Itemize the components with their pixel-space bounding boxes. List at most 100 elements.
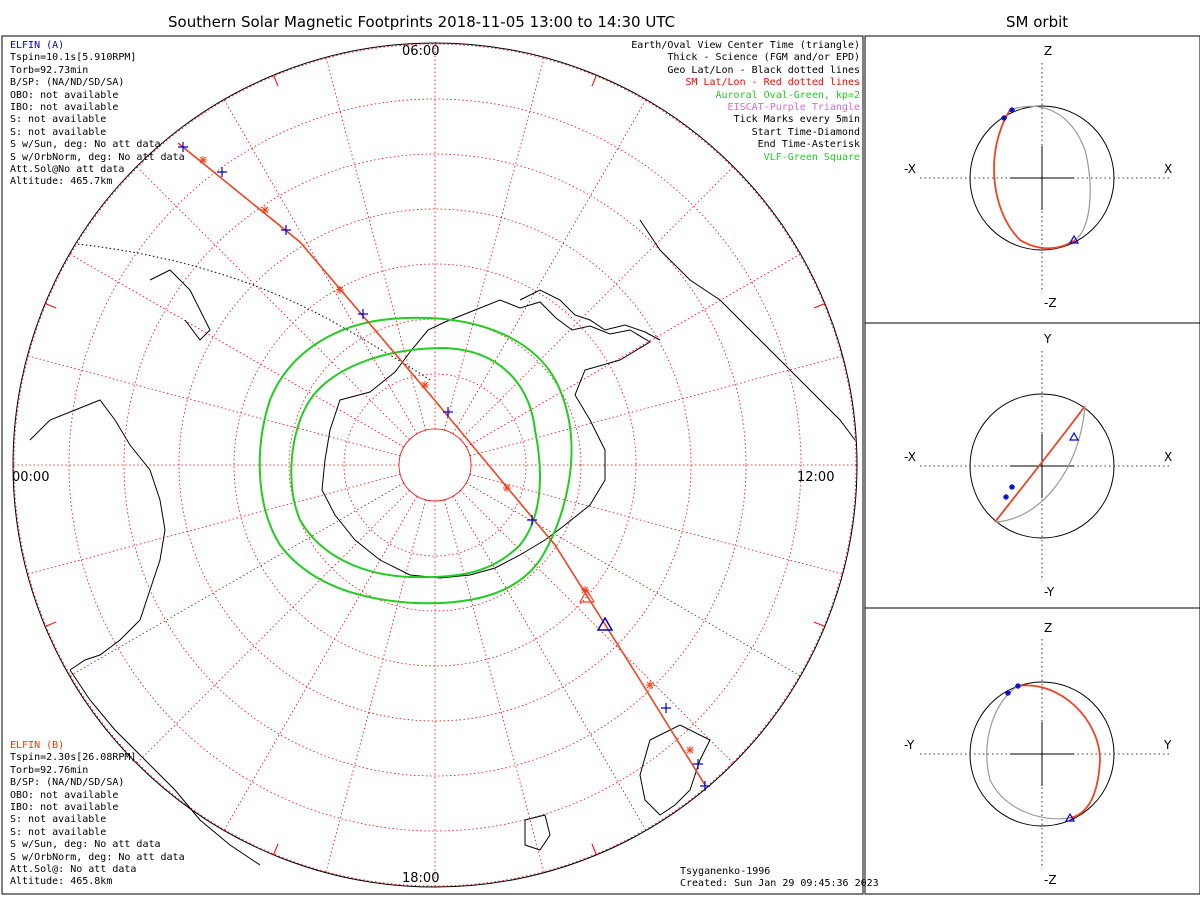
island-coast bbox=[524, 814, 551, 851]
orbit-view-triangle bbox=[1068, 431, 1080, 441]
page-title: Southern Solar Magnetic Footprints 2018-… bbox=[168, 13, 676, 31]
orbit1-bottom-label: -Z bbox=[1044, 296, 1057, 310]
legend-item: Earth/Oval View Center Time (triangle) bbox=[631, 40, 860, 51]
sm-lon-line bbox=[27, 355, 401, 457]
elfin-b-line: Tspin=2.30s[26.08RPM] bbox=[10, 752, 137, 764]
elfin-b-line: S: not available bbox=[10, 814, 107, 826]
model-label: Tsyganenko-1996 bbox=[680, 866, 771, 877]
sm-lon-line bbox=[69, 482, 405, 677]
tick-mark-b bbox=[503, 484, 511, 492]
elfin-b-line: Altitude: 465.8km bbox=[10, 876, 113, 888]
sm-lon-line bbox=[223, 495, 418, 831]
sm-lon-line bbox=[443, 57, 545, 431]
elfin-a-line: B/SP: (NA/ND/SD/SA) bbox=[10, 77, 125, 89]
tick-mark-b bbox=[421, 381, 429, 389]
orbit3-top-label: Z bbox=[1044, 621, 1053, 635]
orbit-start-marker bbox=[1009, 484, 1015, 490]
new-zealand-coast bbox=[149, 269, 211, 341]
orbit1-left-label: -X bbox=[904, 162, 916, 176]
south-america-coast bbox=[639, 219, 856, 441]
legend-item: Thick - Science (FGM and/or EPD) bbox=[667, 52, 860, 64]
antarctica-coast bbox=[321, 299, 651, 579]
elfin-a-line: Torb=92.73min bbox=[10, 64, 89, 76]
sm-lon-line bbox=[460, 166, 734, 440]
sm-lat-circle bbox=[68, 98, 802, 832]
elfin-a-info: ELFIN (A) Tspin=10.1s[5.910RPM] Torb=92.… bbox=[10, 40, 185, 189]
tick-mark-b bbox=[646, 681, 654, 689]
tick-mark-a bbox=[281, 225, 291, 235]
elfin-b-line: Torb=92.76min bbox=[10, 764, 89, 776]
elfin-a-line: Altitude: 465.7km bbox=[10, 176, 113, 188]
sm-lon-line bbox=[136, 490, 410, 764]
elfin-a-line: S w/OrbNorm, deg: No att data bbox=[10, 151, 185, 163]
legend-item: SM Lat/Lon - Red dotted lines bbox=[685, 77, 860, 89]
polar-map bbox=[12, 42, 858, 888]
perimeter-tick bbox=[273, 74, 279, 87]
elfin-a-line: Att.Sol@No att data bbox=[10, 163, 125, 175]
sm-lon-line bbox=[460, 490, 734, 764]
sm-lon-line bbox=[452, 99, 647, 435]
sm-lon-line bbox=[27, 473, 401, 575]
orbit1-right-label: X bbox=[1164, 162, 1173, 176]
orbit3-right-label: Y bbox=[1164, 738, 1172, 752]
sm-lon-line bbox=[136, 166, 410, 440]
sm-lon-line bbox=[469, 473, 843, 575]
perimeter-tick bbox=[813, 621, 826, 627]
tick-mark-b bbox=[686, 746, 694, 754]
elfin-a-line: OBO: not available bbox=[10, 89, 119, 101]
legend-item: EISCAT-Purple Triangle bbox=[727, 101, 860, 113]
orbit2-right-label: X bbox=[1164, 450, 1173, 464]
elfin-b-line: S w/OrbNorm, deg: No att data bbox=[10, 851, 185, 863]
sm-lon-line bbox=[325, 57, 427, 431]
perimeter-tick bbox=[591, 74, 597, 87]
elfin-a-line: S w/Sun, deg: No att data bbox=[10, 139, 161, 151]
elfin-a-line: IBO: not available bbox=[10, 101, 119, 113]
geo-lat-line bbox=[29, 239, 431, 381]
sm-grid bbox=[13, 43, 857, 887]
tick-mark-a bbox=[527, 515, 537, 525]
elfin-b-line: IBO: not available bbox=[10, 801, 119, 813]
elfin-b-line: S w/Sun, deg: No att data bbox=[10, 839, 161, 851]
sm-lat-circle bbox=[398, 428, 472, 502]
elfin-b-line: B/SP: (NA/ND/SD/SA) bbox=[10, 777, 125, 789]
tick-mark-a bbox=[661, 703, 671, 713]
orbit-frame bbox=[864, 35, 1200, 895]
time-label-bottom: 18:00 bbox=[402, 871, 440, 886]
sm-lon-line bbox=[69, 253, 405, 448]
orbit-view-triangle bbox=[1064, 812, 1076, 822]
legend-item: End Time-Asterisk bbox=[757, 139, 860, 151]
orbit-panel-3 bbox=[920, 639, 1170, 869]
sm-lat-circle bbox=[343, 373, 527, 557]
orbit-arc bbox=[993, 109, 1076, 250]
orbit2-bottom-label: -Y bbox=[1044, 585, 1055, 599]
elfin-a-line: S: not available bbox=[10, 114, 107, 126]
elfin-b-name: ELFIN (B) bbox=[10, 740, 65, 751]
perimeter-tick bbox=[591, 843, 597, 856]
sm-lat-circle bbox=[123, 153, 747, 777]
orbit-panels bbox=[920, 63, 1170, 869]
sm-lon-line bbox=[465, 253, 801, 448]
orbit1-top-label: Z bbox=[1044, 44, 1053, 58]
created-label: Created: Sun Jan 29 09:45:36 2023 bbox=[680, 878, 879, 889]
time-label-right: 12:00 bbox=[797, 470, 835, 485]
orbit-arc bbox=[994, 405, 1086, 523]
sm-lat-circle bbox=[288, 318, 582, 612]
orbit-view-triangle bbox=[1068, 234, 1080, 244]
orbit-panel-2 bbox=[920, 351, 1170, 581]
view-center-triangle-a bbox=[596, 616, 614, 631]
sm-lon-line bbox=[325, 499, 427, 873]
orbit-start-marker bbox=[1015, 683, 1021, 689]
elfin-b-line: OBO: not available bbox=[10, 789, 119, 801]
orbit-start-marker bbox=[1005, 690, 1011, 696]
view-center-triangle-b bbox=[578, 588, 596, 603]
orbit-title: SM orbit bbox=[1006, 13, 1069, 31]
orbit2-top-label: Y bbox=[1044, 332, 1052, 346]
tick-mark-a bbox=[358, 309, 368, 319]
orbit-panel-1 bbox=[920, 63, 1170, 293]
legend-item: Geo Lat/Lon - Black dotted lines bbox=[667, 64, 860, 76]
auroral-oval-inner bbox=[290, 346, 541, 579]
orbit3-bottom-label: -Z bbox=[1044, 873, 1057, 887]
map-boundary bbox=[12, 42, 858, 888]
perimeter-tick bbox=[273, 843, 279, 856]
legend-item: VLF-Green Square bbox=[763, 151, 860, 163]
